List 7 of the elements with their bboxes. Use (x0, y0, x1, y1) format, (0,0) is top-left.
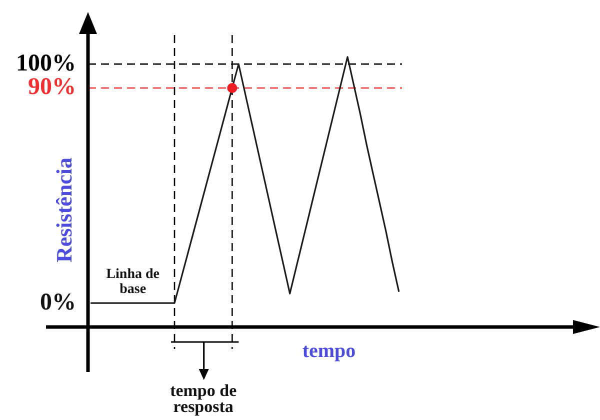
annotation: Linha de base (106, 267, 160, 298)
x-axis-title: tempo (302, 340, 356, 362)
text: tempo de resposta (170, 381, 238, 416)
y-axis-title: Resistência (52, 157, 77, 263)
y-tick-label: 100% (16, 50, 76, 76)
y-tick-label: 90% (28, 74, 76, 100)
y-tick-label: 0% (40, 289, 76, 316)
